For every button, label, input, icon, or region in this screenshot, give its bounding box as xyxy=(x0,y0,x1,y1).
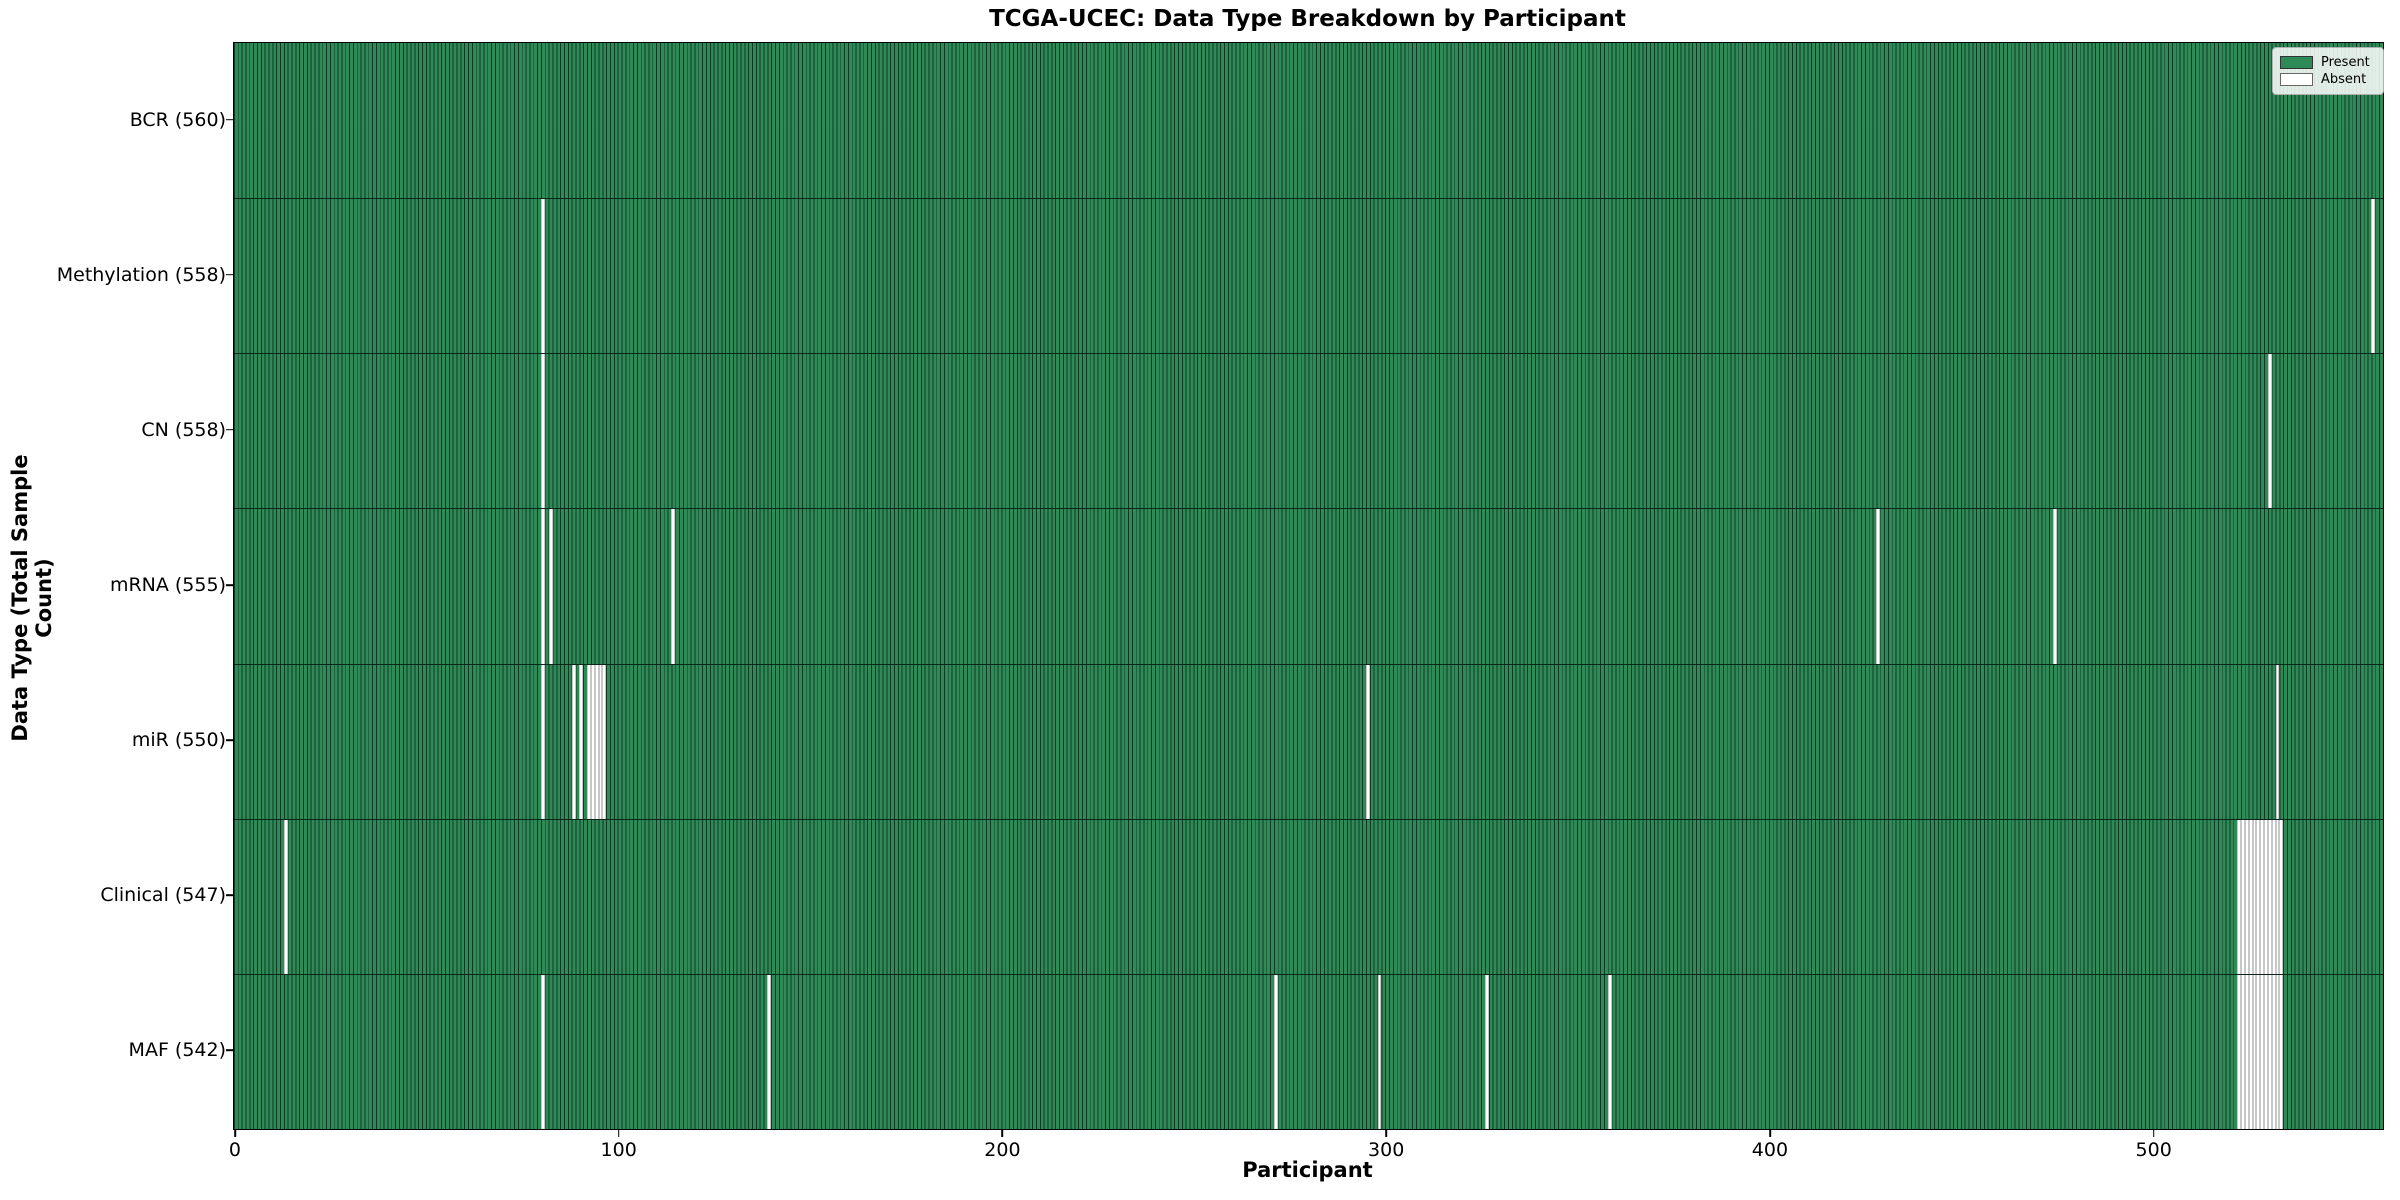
data-row-mrna xyxy=(234,508,2383,664)
absent-stripe xyxy=(541,974,545,1129)
absent-stripe xyxy=(2237,974,2241,1129)
data-row-cn xyxy=(234,353,2383,509)
present-swatch-icon xyxy=(2280,56,2313,69)
y-tick-label: mRNA (555) xyxy=(109,574,226,596)
absent-stripe xyxy=(1876,509,1881,664)
absent-stripe xyxy=(1366,664,1370,819)
data-row-bcr xyxy=(234,43,2383,199)
absent-stripe xyxy=(2275,664,2280,819)
legend: Present Absent xyxy=(2272,47,2384,95)
legend-item-absent: Absent xyxy=(2280,72,2375,87)
legend-item-present: Present xyxy=(2280,55,2375,70)
x-tick-label: 500 xyxy=(2135,1139,2172,1161)
y-axis-label: Data Type (Total Sample Count) xyxy=(8,454,56,742)
absent-stripe xyxy=(2271,819,2276,974)
data-row-clinical xyxy=(234,818,2383,974)
x-tick-label: 300 xyxy=(1368,1139,1405,1161)
absent-stripe xyxy=(579,664,584,819)
absent-stripe xyxy=(598,664,603,819)
y-tick-label: CN (558) xyxy=(141,418,226,441)
absent-stripe xyxy=(2260,819,2265,974)
absent-stripe xyxy=(2052,509,2057,664)
y-tick-mark xyxy=(226,584,233,586)
x-tick-mark xyxy=(1385,1129,1387,1137)
x-tick-label: 400 xyxy=(1751,1139,1789,1161)
data-row-maf xyxy=(234,973,2383,1129)
y-tick-label: BCR (560) xyxy=(129,108,226,131)
absent-stripe xyxy=(602,664,607,819)
x-tick-label: 100 xyxy=(600,1139,637,1161)
y-tick-mark xyxy=(226,118,233,121)
x-tick-mark xyxy=(1769,1129,1771,1137)
absent-stripe xyxy=(2275,974,2280,1129)
absent-stripe xyxy=(2275,819,2280,974)
x-tick-mark xyxy=(617,1129,620,1137)
absent-swatch-icon xyxy=(2280,73,2313,86)
absent-stripe xyxy=(2252,974,2257,1129)
y-tick-label: MAF (542) xyxy=(128,1039,226,1062)
y-tick-mark xyxy=(226,739,233,741)
absent-stripe xyxy=(2241,974,2245,1129)
x-tick-mark xyxy=(234,1129,236,1137)
plot-area xyxy=(233,42,2384,1130)
absent-stripe xyxy=(2241,819,2245,974)
absent-stripe xyxy=(2252,819,2257,974)
absent-stripe xyxy=(767,974,772,1129)
absent-stripe xyxy=(571,664,576,819)
absent-stripe xyxy=(590,664,595,819)
absent-stripe xyxy=(2244,974,2249,1129)
absent-stripe xyxy=(541,354,545,509)
absent-stripe xyxy=(2371,199,2376,354)
absent-stripe xyxy=(2256,974,2261,1129)
absent-stripe xyxy=(1485,974,1489,1129)
absent-stripe xyxy=(2244,819,2249,974)
absent-stripe xyxy=(1607,974,1612,1129)
absent-stripe xyxy=(2267,974,2272,1129)
absent-stripe xyxy=(541,664,545,819)
absent-stripe xyxy=(2248,819,2253,974)
x-tick-label: 0 xyxy=(228,1139,241,1161)
absent-stripe xyxy=(283,819,288,974)
absent-stripe xyxy=(2248,974,2253,1129)
absent-stripe xyxy=(548,509,553,664)
y-tick-mark xyxy=(226,273,233,276)
absent-stripe xyxy=(2267,354,2272,509)
absent-stripe xyxy=(2279,974,2284,1129)
x-tick-label: 200 xyxy=(984,1139,1021,1161)
y-tick-mark xyxy=(226,1049,233,1052)
x-axis-label: Participant xyxy=(1242,1158,1373,1182)
y-tick-mark xyxy=(226,894,233,897)
absent-stripe xyxy=(2256,819,2261,974)
absent-stripe xyxy=(2260,974,2265,1129)
x-tick-mark xyxy=(1001,1129,1004,1137)
absent-stripe xyxy=(671,509,676,664)
absent-stripe xyxy=(1377,974,1382,1129)
y-tick-label: Methylation (558) xyxy=(56,263,226,286)
data-row-mir xyxy=(234,663,2383,819)
absent-stripe xyxy=(2279,819,2284,974)
data-row-methylation xyxy=(234,198,2383,354)
legend-label-present: Present xyxy=(2321,55,2370,70)
legend-label-absent: Absent xyxy=(2321,72,2367,87)
absent-stripe xyxy=(541,199,545,354)
y-tick-mark xyxy=(226,429,233,431)
y-tick-label: Clinical (547) xyxy=(100,884,226,907)
x-tick-mark xyxy=(2152,1129,2155,1137)
absent-stripe xyxy=(1273,974,1278,1129)
absent-stripe xyxy=(2271,974,2276,1129)
absent-stripe xyxy=(541,509,545,664)
y-tick-label: miR (550) xyxy=(131,729,226,752)
absent-stripe xyxy=(2237,819,2241,974)
absent-stripe xyxy=(587,664,591,819)
absent-stripe xyxy=(594,664,599,819)
absent-stripe xyxy=(2264,974,2268,1129)
absent-stripe xyxy=(2267,819,2272,974)
chart-title: TCGA-UCEC: Data Type Breakdown by Partic… xyxy=(989,6,1626,32)
absent-stripe xyxy=(2264,819,2268,974)
